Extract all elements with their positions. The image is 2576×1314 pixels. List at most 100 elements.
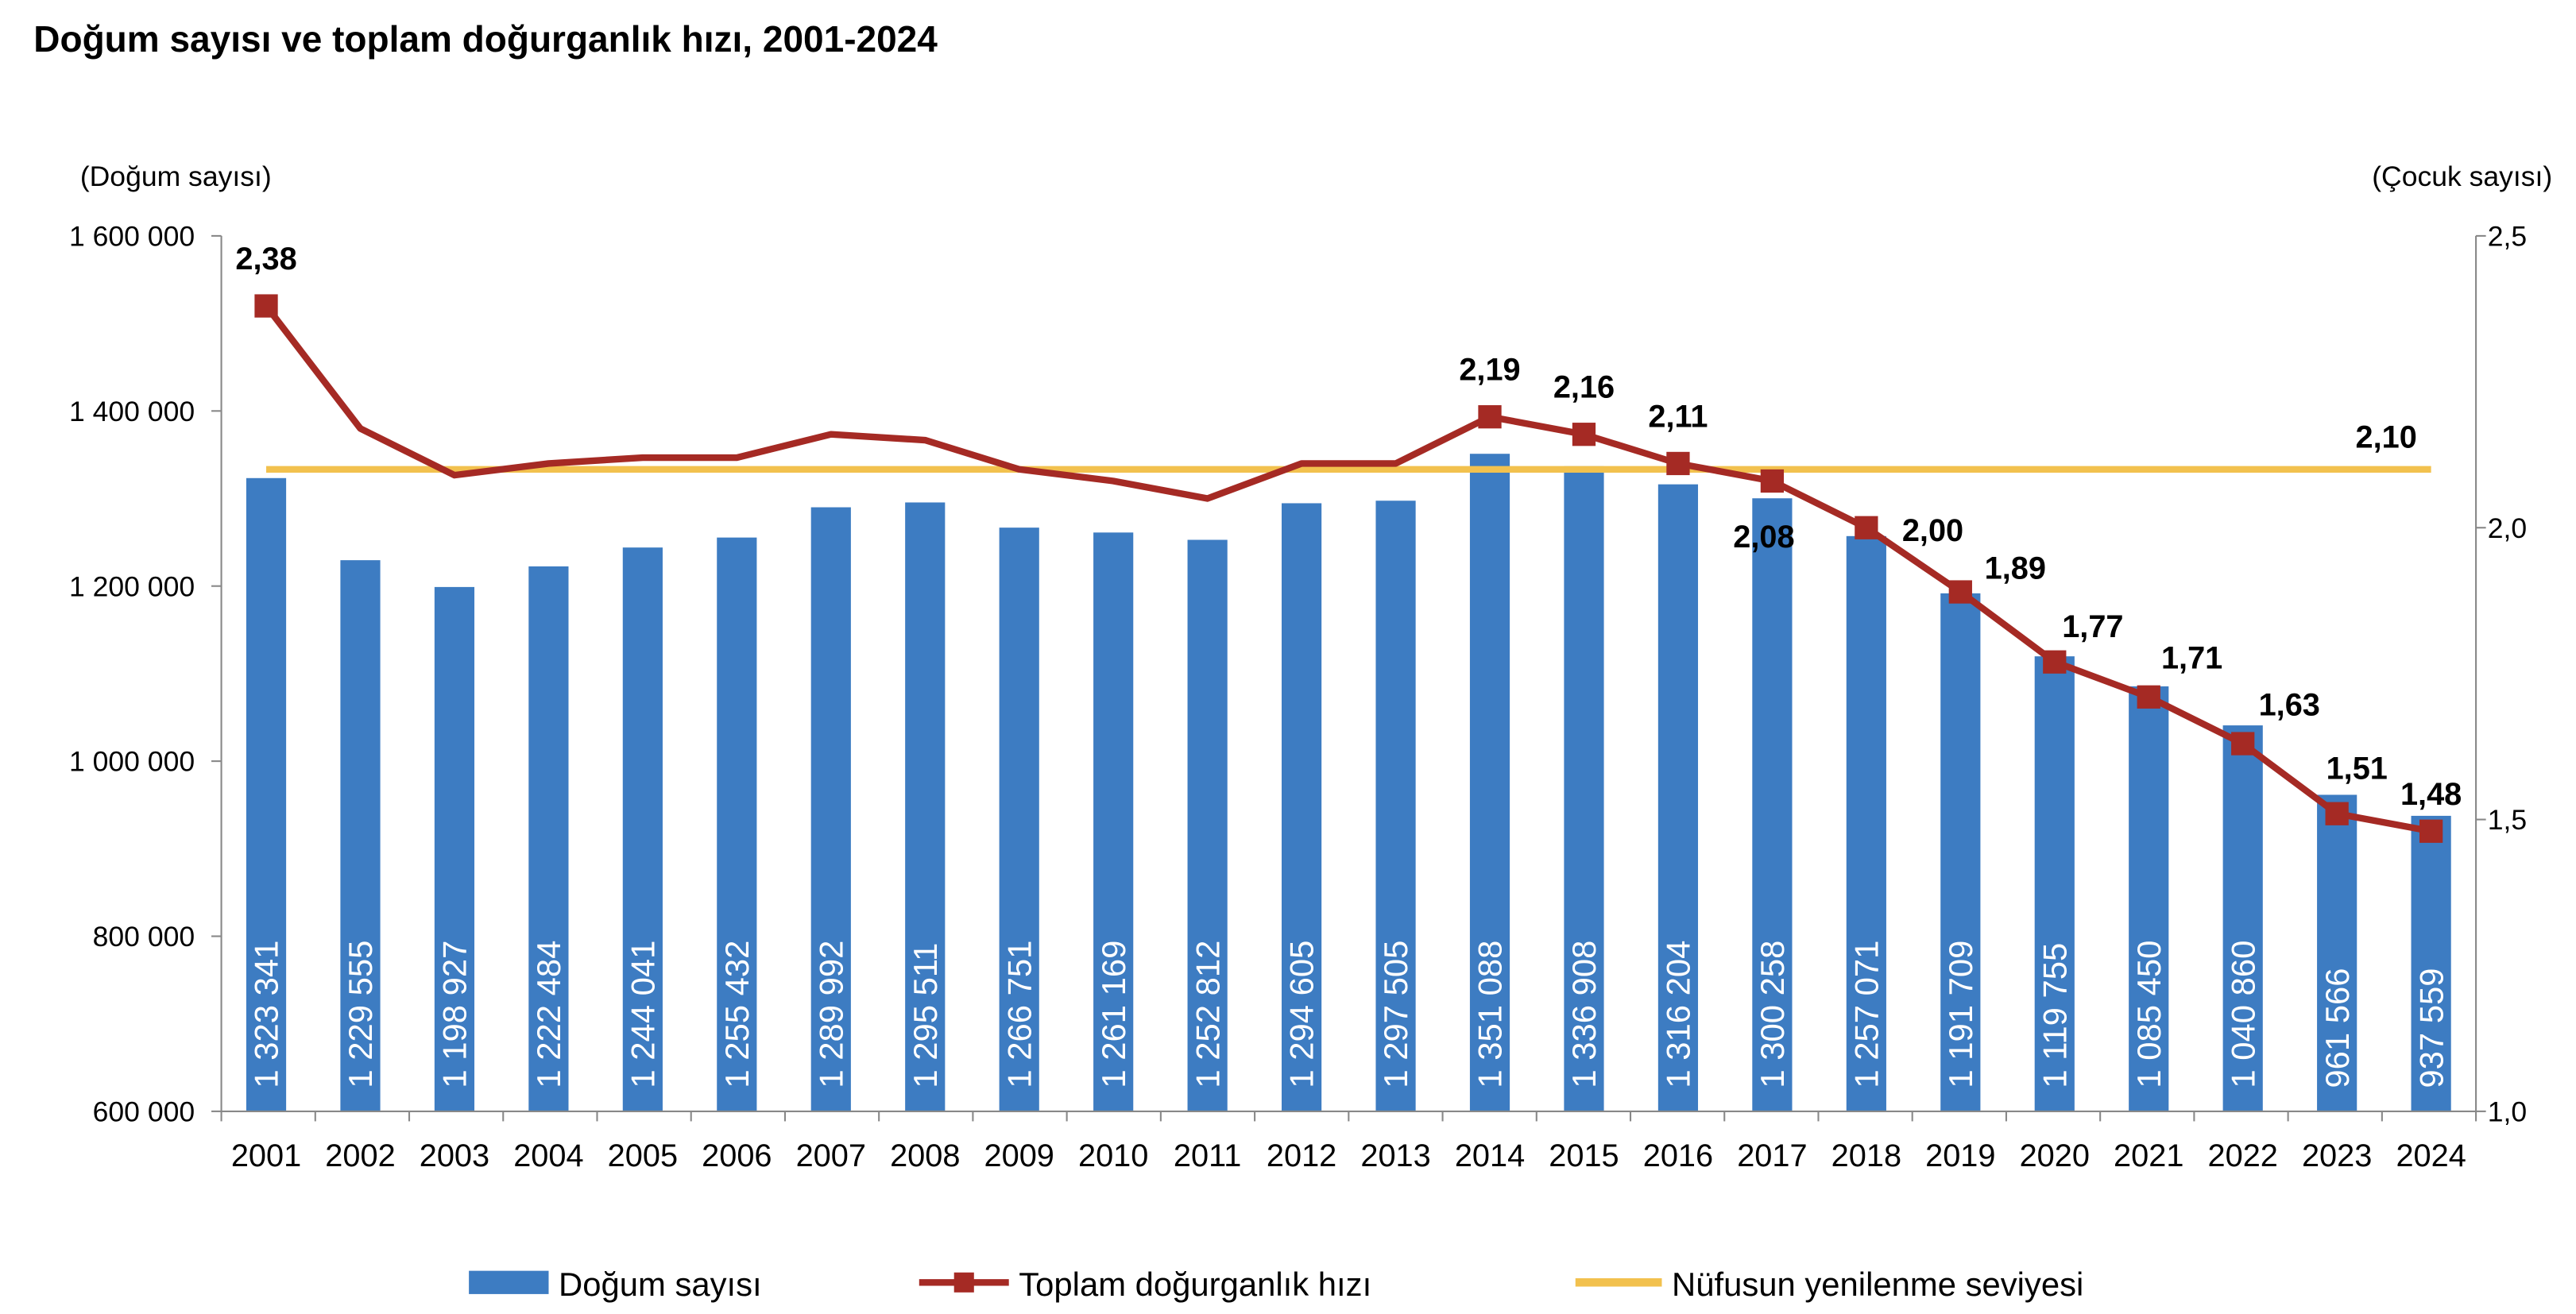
tfr-label-2001: 2,38 [235, 242, 296, 276]
legend-label-tfr: Toplam doğurganlık hızı [1019, 1266, 1371, 1303]
x-tick-label-2016: 2016 [1643, 1138, 1713, 1173]
bar-2016 [1657, 484, 1699, 1111]
x-tick-label-2019: 2019 [1925, 1138, 1995, 1173]
bar-2004 [528, 566, 569, 1111]
x-tick-label-2001: 2001 [231, 1138, 301, 1173]
tfr-marker-2023 [2325, 802, 2349, 825]
x-tick-label-2021: 2021 [2114, 1138, 2183, 1173]
bar-label-2008: 1 295 511 [907, 943, 944, 1088]
right-tick-label: 2,0 [2488, 512, 2527, 544]
right-axis-label: (Çocuk sayısı) [2372, 160, 2552, 192]
tfr-label-2019: 1,89 [1985, 551, 2046, 586]
bar-label-2018: 1 257 071 [1847, 941, 1885, 1088]
bar-2001 [246, 477, 287, 1111]
bar-label-2021: 1 085 450 [2130, 941, 2168, 1088]
tfr-label-2015: 2,16 [1553, 370, 1615, 405]
left-tick-label: 800 000 [93, 921, 195, 953]
bar-2013 [1375, 500, 1416, 1111]
left-tick-label: 1 400 000 [69, 396, 195, 427]
tfr-label-2016: 2,11 [1648, 399, 1708, 434]
bar-label-2014: 1 351 088 [1472, 941, 1509, 1088]
bar-label-2023: 961 566 [2319, 968, 2356, 1088]
bar-label-2024: 937 559 [2412, 968, 2450, 1088]
bar-label-2006: 1 255 432 [718, 941, 756, 1088]
x-tick-label-2010: 2010 [1078, 1138, 1148, 1173]
bar-label-2005: 1 244 041 [625, 941, 662, 1088]
left-tick-label: 1 000 000 [69, 746, 195, 778]
tfr-marker-2024 [2419, 819, 2443, 843]
bar-2011 [1187, 539, 1228, 1111]
bar-label-2009: 1 266 751 [1000, 941, 1038, 1088]
bar-2015 [1564, 466, 1604, 1111]
bar-label-2013: 1 297 505 [1377, 941, 1414, 1088]
tfr-marker-2016 [1666, 451, 1690, 476]
tfr-label-2017: 2,08 [1733, 520, 1794, 555]
bar-label-2015: 1 336 908 [1565, 941, 1603, 1088]
bar-2002 [340, 560, 381, 1111]
bar-label-2019: 1 191 709 [1942, 941, 1979, 1088]
bar-label-2017: 1 300 258 [1754, 941, 1791, 1088]
tfr-marker-2014 [1478, 405, 1502, 429]
bar-label-2001: 1 323 341 [248, 941, 285, 1088]
bar-label-2010: 1 261 169 [1095, 941, 1132, 1088]
tfr-label-2021: 1,71 [2161, 641, 2222, 676]
bar-label-2022: 1 040 860 [2224, 941, 2261, 1088]
bar-2008 [905, 502, 946, 1111]
legend-label-replacement: Nüfusun yenilenme seviyesi [1672, 1266, 2083, 1303]
tfr-label-2022: 1,63 [2259, 688, 2320, 723]
left-tick-label: 1 200 000 [69, 570, 195, 602]
x-tick-label-2008: 2008 [890, 1138, 960, 1173]
bar-label-2002: 1 229 555 [342, 941, 379, 1088]
legend-swatch-births [469, 1270, 549, 1294]
bar-2021 [2129, 686, 2169, 1111]
x-tick-label-2011: 2011 [1174, 1138, 1241, 1173]
bar-label-2007: 1 289 992 [812, 941, 849, 1088]
tfr-marker-2015 [1572, 423, 1596, 446]
bar-2014 [1469, 454, 1510, 1111]
bar-2010 [1093, 532, 1134, 1111]
bar-2024 [2411, 815, 2451, 1111]
right-tick-label: 2,5 [2488, 220, 2527, 252]
replacement-level-label: 2,10 [2356, 420, 2417, 455]
x-tick-label-2023: 2023 [2302, 1138, 2372, 1173]
bar-2012 [1281, 503, 1322, 1111]
x-tick-label-2004: 2004 [513, 1138, 583, 1173]
x-tick-label-2003: 2003 [420, 1138, 489, 1173]
bar-label-2011: 1 252 812 [1189, 941, 1226, 1088]
left-tick-label: 1 600 000 [69, 220, 195, 252]
tfr-marker-2018 [1855, 516, 1878, 539]
x-tick-label-2017: 2017 [1737, 1138, 1807, 1173]
x-tick-label-2007: 2007 [796, 1138, 866, 1173]
tfr-marker-2022 [2231, 732, 2255, 756]
tfr-marker-2020 [2043, 650, 2067, 674]
bar-label-2012: 1 294 605 [1283, 941, 1321, 1088]
bar-2018 [1846, 535, 1886, 1111]
tfr-marker-2019 [1948, 580, 1972, 604]
x-tick-label-2022: 2022 [2208, 1138, 2278, 1173]
bar-2005 [622, 547, 663, 1111]
legend-label-births: Doğum sayısı [559, 1266, 762, 1303]
tfr-label-2020: 1,77 [2062, 609, 2123, 644]
right-tick-label: 1,5 [2488, 804, 2527, 836]
bar-2009 [999, 528, 1039, 1111]
x-tick-label-2009: 2009 [984, 1138, 1054, 1173]
right-tick-label: 1,0 [2488, 1096, 2527, 1127]
x-tick-label-2020: 2020 [2020, 1138, 2090, 1173]
bar-label-2003: 1 198 927 [436, 941, 474, 1088]
bar-2023 [2317, 794, 2357, 1111]
x-tick-label-2015: 2015 [1549, 1138, 1619, 1173]
tfr-line [263, 303, 2432, 835]
x-tick-label-2002: 2002 [325, 1138, 395, 1173]
bar-2003 [434, 586, 475, 1111]
tfr-marker-2021 [2137, 685, 2160, 709]
legend-marker-tfr [953, 1272, 974, 1293]
left-tick-label: 600 000 [93, 1096, 195, 1127]
x-tick-label-2012: 2012 [1267, 1138, 1336, 1173]
bar-label-2016: 1 316 204 [1660, 941, 1697, 1088]
chart-title: Doğum sayısı ve toplam doğurganlık hızı,… [33, 18, 938, 60]
x-tick-label-2006: 2006 [702, 1138, 772, 1173]
tfr-label-2018: 2,00 [1902, 513, 1963, 548]
x-tick-label-2005: 2005 [608, 1138, 678, 1173]
bar-2017 [1752, 498, 1793, 1111]
